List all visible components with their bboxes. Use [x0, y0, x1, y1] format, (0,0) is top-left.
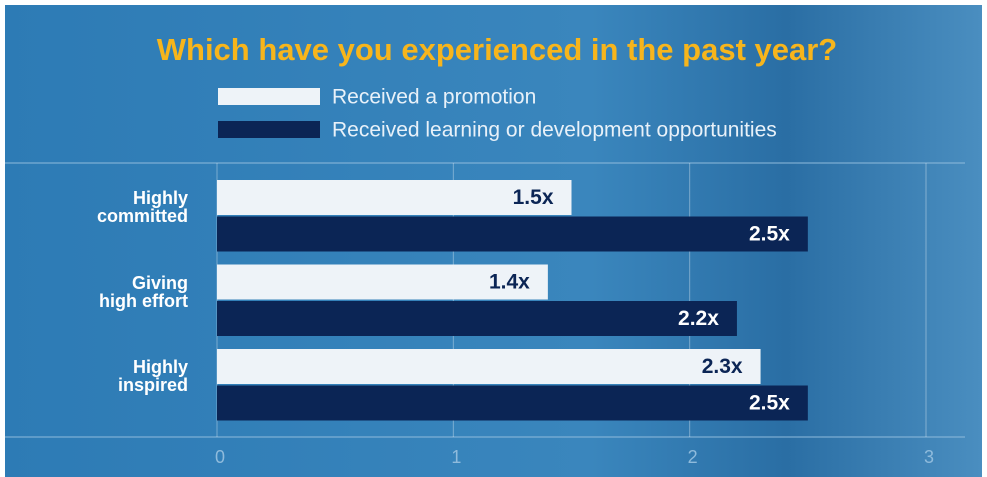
bar: [217, 349, 761, 384]
bar: [217, 301, 737, 336]
x-tick-label: 1: [451, 447, 461, 467]
value-label: 2.2x: [678, 307, 719, 330]
value-label: 2.5x: [749, 392, 790, 415]
legend-label: Received a promotion: [332, 86, 536, 109]
chart-title: Which have you experienced in the past y…: [157, 32, 838, 67]
bar: [217, 217, 808, 252]
bar: [217, 386, 808, 421]
value-label: 2.5x: [749, 223, 790, 246]
legend-label: Received learning or development opportu…: [332, 119, 777, 142]
page: Which have you experienced in the past y…: [0, 0, 987, 477]
category-label: Highly inspired: [8, 358, 188, 394]
x-tick-label: 3: [924, 447, 934, 467]
value-label: 1.5x: [513, 186, 554, 209]
chart: Which have you experienced in the past y…: [0, 0, 987, 477]
value-label: 1.4x: [489, 271, 530, 294]
x-tick-label: 0: [215, 447, 225, 467]
legend-swatch: [218, 88, 320, 105]
category-label: Highly committed: [8, 189, 188, 225]
legend-swatch: [218, 121, 320, 138]
category-label: Giving high effort: [8, 274, 188, 310]
x-tick-label: 2: [688, 447, 698, 467]
value-label: 2.3x: [702, 355, 743, 378]
